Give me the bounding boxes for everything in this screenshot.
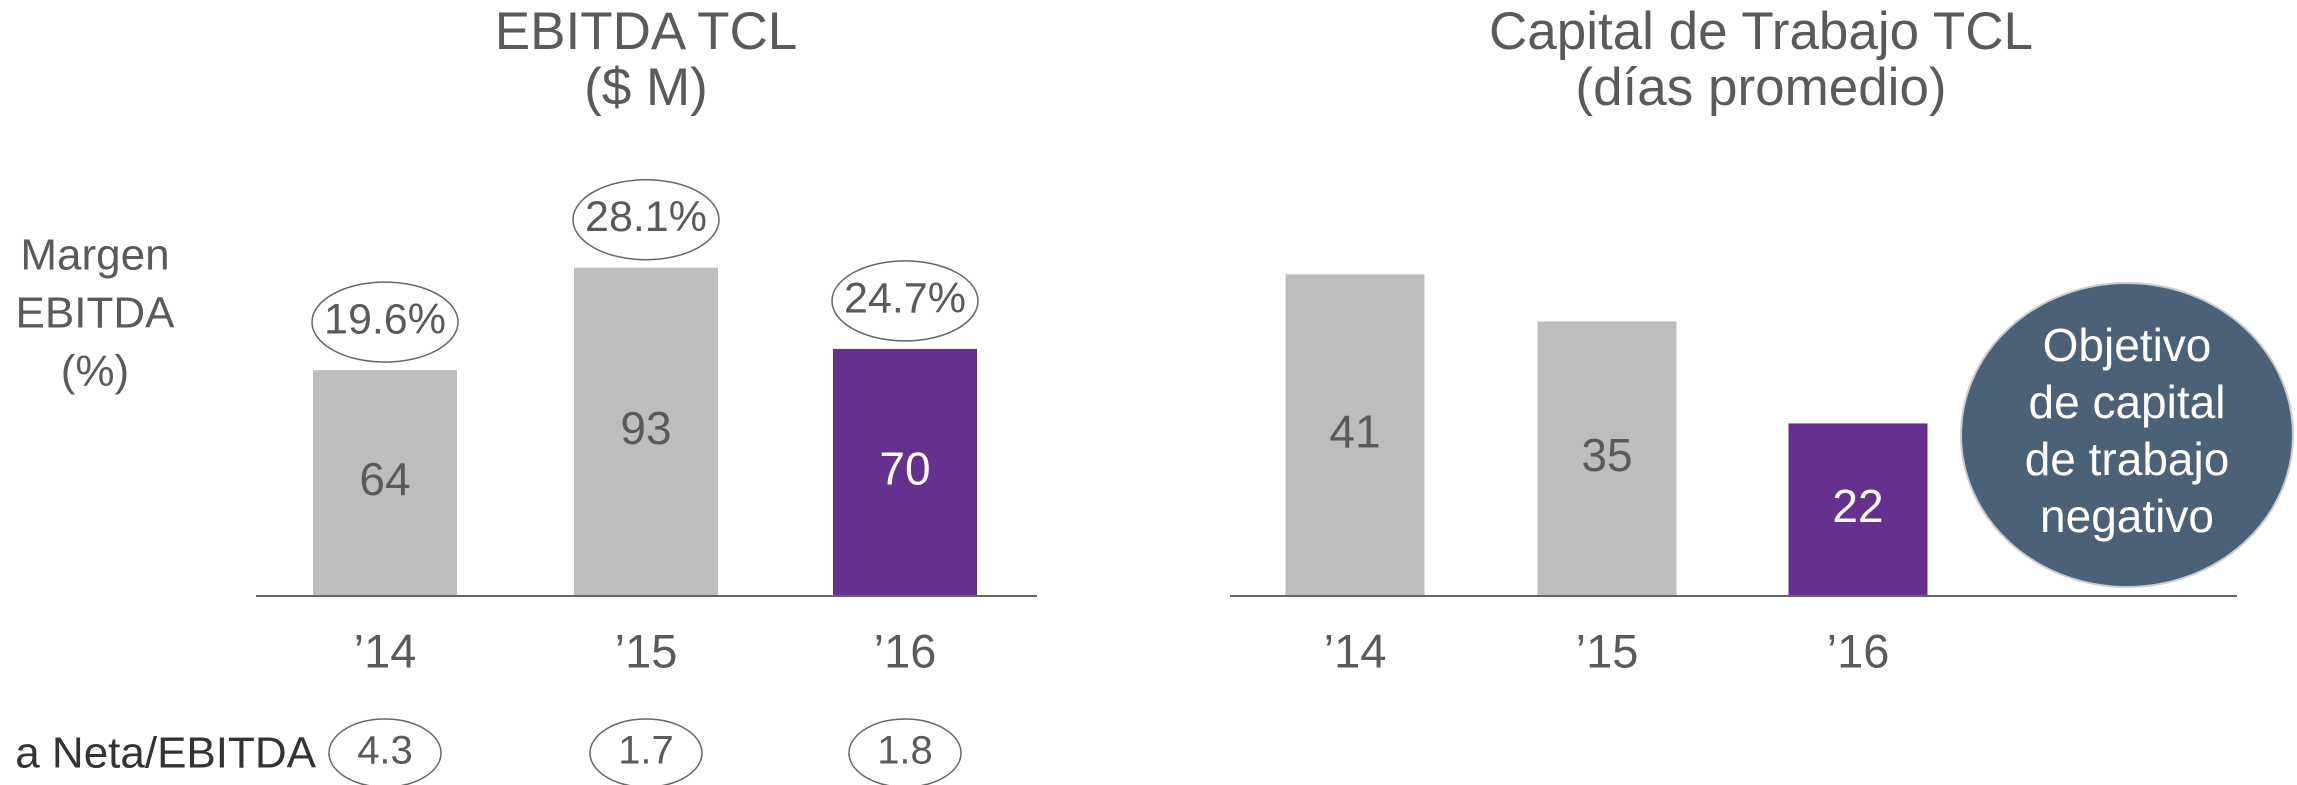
chart-title: EBITDA TCL: [495, 2, 797, 61]
x-tick-label: ’14: [354, 624, 417, 677]
x-tick-label: ’15: [615, 624, 678, 677]
margin-axis-label: (%): [61, 347, 129, 396]
margin-ellipse: [831, 260, 979, 342]
margin-axis-label: Margen: [20, 231, 169, 280]
ratio-value: 4.3: [357, 729, 413, 773]
x-tick-label: ’15: [1576, 624, 1639, 677]
chart-title: Capital de Trabajo TCL: [1489, 2, 2033, 61]
margin-axis-label: EBITDA: [16, 289, 176, 338]
chart-subtitle: (días promedio): [1575, 58, 1946, 117]
bar-value-label: 35: [1581, 429, 1632, 481]
ratio-ellipse: [328, 718, 442, 785]
margin-label: 28.1%: [585, 193, 707, 241]
bar: [833, 348, 977, 596]
target-text: negativo: [2040, 490, 2214, 542]
bar-value-label: 64: [359, 453, 410, 505]
margin-ellipse: [572, 178, 720, 261]
target-text: de trabajo: [2025, 433, 2230, 485]
target-circle: [1960, 282, 2294, 588]
bar-value-label: 22: [1832, 480, 1883, 532]
bar-value-label: 93: [620, 402, 671, 454]
ratio-ellipse: [848, 718, 962, 785]
margin-label: 24.7%: [844, 274, 966, 322]
target-text: de capital: [2029, 376, 2226, 428]
ratio-value: 1.8: [877, 729, 933, 773]
bar-value-label: 41: [1329, 405, 1380, 457]
ratio-ellipse: [589, 718, 703, 785]
bar: [1537, 321, 1677, 596]
bar: [574, 267, 718, 596]
margin-label: 19.6%: [324, 295, 446, 343]
bar-value-label: 70: [879, 443, 930, 495]
x-tick-label: ’16: [1827, 624, 1890, 677]
bar: [1285, 274, 1425, 596]
x-tick-label: ’16: [874, 624, 937, 677]
bar: [313, 370, 457, 596]
ratio-row-label: a Neta/EBITDA: [15, 729, 316, 778]
ratio-value: 1.7: [618, 729, 674, 773]
bar: [1788, 423, 1928, 596]
target-text: Objetivo: [2043, 319, 2212, 371]
chart-subtitle: ($ M): [584, 58, 708, 117]
margin-ellipse: [311, 281, 459, 363]
x-tick-label: ’14: [1324, 624, 1387, 677]
